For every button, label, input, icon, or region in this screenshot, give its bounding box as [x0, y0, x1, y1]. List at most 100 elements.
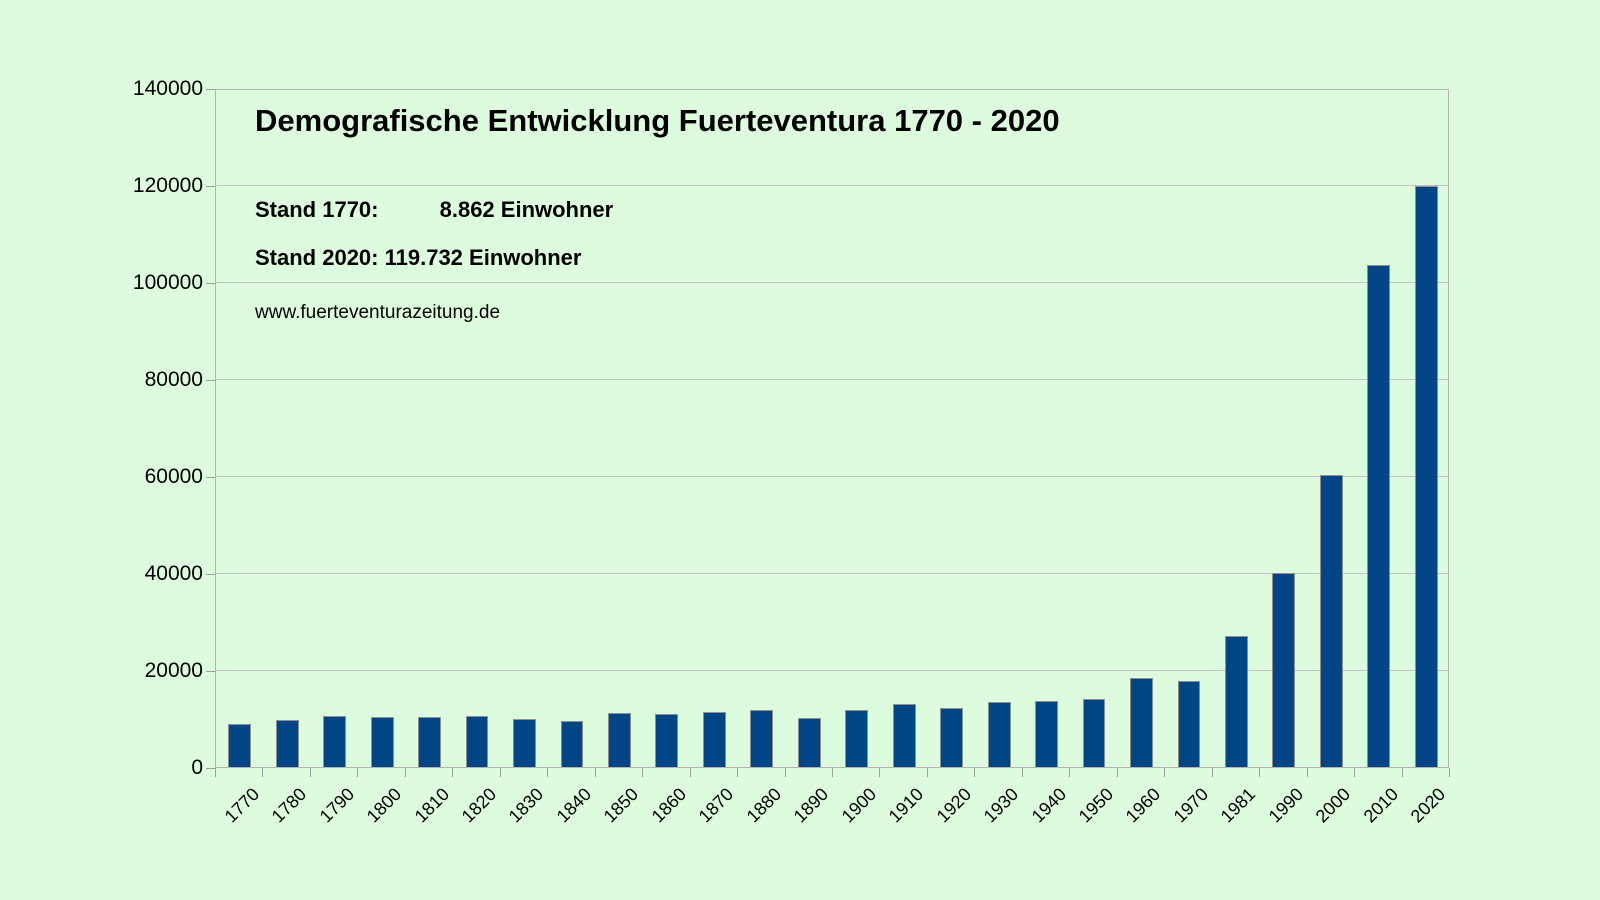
gridline-100000	[216, 282, 1448, 283]
x-tick-label: 1840	[552, 784, 596, 827]
x-tick-label: 1850	[600, 784, 643, 827]
x-axis-tick	[927, 768, 928, 777]
bar-1800	[370, 716, 394, 767]
bar-1960	[1130, 678, 1153, 767]
y-axis-tick	[206, 574, 215, 575]
y-axis-tick	[206, 89, 215, 90]
x-axis-tick	[1069, 768, 1070, 777]
x-tick-label: 2000	[1312, 784, 1355, 827]
x-tick-label: 2020	[1406, 784, 1450, 827]
y-tick-label: 0	[191, 756, 203, 779]
y-axis-tick	[206, 671, 215, 672]
plot-area	[215, 89, 1449, 768]
x-tick-label: 2010	[1359, 784, 1402, 827]
x-axis-tick	[879, 768, 880, 777]
y-axis-tick	[206, 186, 215, 187]
bar-1970	[1177, 680, 1201, 767]
x-tick-label: 1900	[837, 784, 880, 827]
x-axis-tick	[452, 768, 453, 777]
x-tick-label: 1890	[789, 784, 833, 827]
x-tick-label: 1910	[884, 784, 928, 827]
annotation-stand-2020: Stand 2020: 119.732 Einwohner	[255, 245, 582, 270]
bar-1870	[702, 711, 726, 767]
x-tick-label: 1880	[742, 784, 785, 827]
gridline-60000	[216, 476, 1448, 477]
x-tick-label: 1770	[220, 784, 263, 827]
bar-1770	[228, 724, 252, 767]
source-url: www.fuerteventurazeitung.de	[255, 302, 501, 323]
x-axis-tick	[1259, 768, 1260, 777]
bar-1900	[845, 709, 869, 767]
x-axis-tick	[1022, 768, 1023, 777]
x-axis-tick	[215, 768, 216, 777]
y-axis-tick	[206, 380, 215, 381]
bar-1810	[418, 716, 441, 767]
annotation-stand-1770: Stand 1770: 8.862 Einwohner	[255, 197, 614, 222]
y-axis-tick	[206, 283, 215, 284]
x-axis-tick	[1354, 768, 1355, 777]
x-axis-tick	[1307, 768, 1308, 777]
bar-1930	[987, 701, 1011, 767]
x-axis-tick	[1212, 768, 1213, 777]
gridline-120000	[216, 185, 1448, 186]
x-axis-tick	[500, 768, 501, 777]
x-axis-tick	[262, 768, 263, 777]
x-axis-tick	[690, 768, 691, 777]
bar-1920	[940, 708, 964, 767]
bar-1990	[1272, 573, 1296, 767]
bar-1880	[750, 709, 774, 767]
x-tick-label: 1981	[1217, 784, 1260, 827]
bar-1840	[560, 720, 584, 767]
y-axis-tick	[206, 768, 215, 769]
y-tick-label: 120000	[132, 174, 203, 197]
y-tick-label: 60000	[144, 465, 203, 488]
bar-1780	[275, 719, 299, 767]
bar-1830	[513, 718, 536, 767]
bar-2000	[1319, 475, 1343, 767]
y-tick-label: 80000	[144, 368, 203, 391]
x-axis-tick	[1402, 768, 1403, 777]
x-axis-tick	[595, 768, 596, 777]
x-tick-label: 1830	[505, 784, 548, 827]
x-axis-tick	[310, 768, 311, 777]
x-tick-label: 1960	[1122, 784, 1165, 827]
chart-title: Demografische Entwicklung Fuerteventura …	[255, 103, 1060, 138]
bar-1950	[1082, 698, 1106, 767]
x-tick-label: 1810	[410, 784, 453, 827]
y-axis-tick	[206, 477, 215, 478]
x-tick-label: 1990	[1264, 784, 1308, 827]
x-axis-tick	[1164, 768, 1165, 777]
y-tick-label: 20000	[144, 659, 203, 682]
x-tick-label: 1970	[1169, 784, 1213, 827]
x-axis-tick	[357, 768, 358, 777]
bar-1860	[655, 713, 679, 767]
x-axis-tick	[547, 768, 548, 777]
x-axis-tick	[1117, 768, 1118, 777]
x-axis-tick	[405, 768, 406, 777]
y-tick-label: 100000	[132, 271, 203, 294]
x-tick-label: 1930	[979, 784, 1023, 827]
x-tick-label: 1790	[315, 784, 358, 827]
gridline-40000	[216, 573, 1448, 574]
x-axis-tick	[974, 768, 975, 777]
bar-1890	[797, 718, 821, 767]
bar-1820	[465, 716, 489, 767]
y-tick-label: 40000	[144, 562, 203, 585]
x-tick-label: 1800	[362, 784, 406, 827]
x-tick-label: 1780	[267, 784, 311, 827]
gridline-20000	[216, 670, 1448, 671]
x-axis-tick	[737, 768, 738, 777]
x-tick-label: 1820	[457, 784, 501, 827]
y-tick-label: 140000	[132, 77, 203, 100]
x-tick-label: 1870	[695, 784, 738, 827]
x-axis-tick	[1449, 768, 1450, 777]
bar-2010	[1367, 265, 1391, 767]
x-tick-label: 1920	[932, 784, 975, 827]
x-tick-label: 1860	[647, 784, 691, 827]
bar-2020	[1414, 186, 1438, 767]
x-tick-label: 1950	[1074, 784, 1118, 827]
x-tick-label: 1940	[1027, 784, 1070, 827]
x-axis-tick	[642, 768, 643, 777]
bar-1850	[608, 712, 631, 767]
